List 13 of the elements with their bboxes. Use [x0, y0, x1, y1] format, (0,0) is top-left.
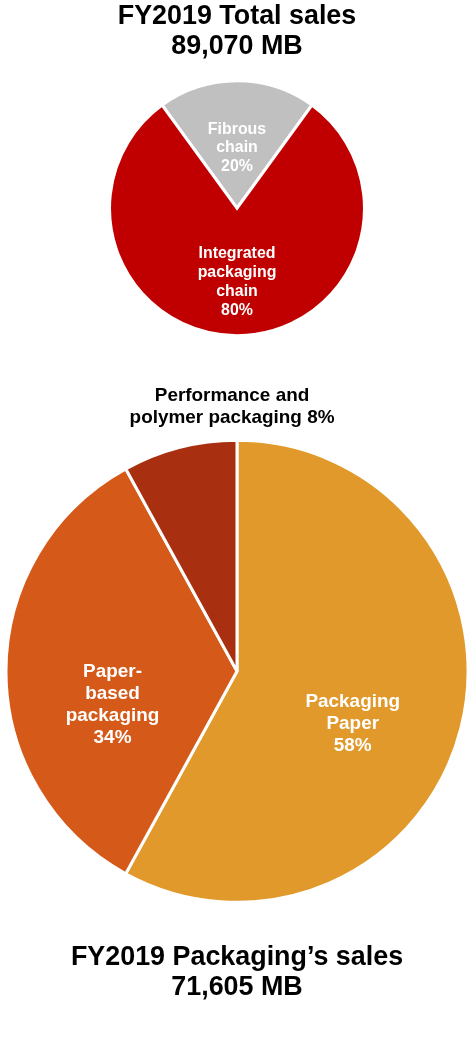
data-label: 80% [221, 300, 253, 318]
data-label: 20% [221, 157, 253, 175]
chart-title: FY2019 Total sales [117, 0, 357, 31]
slice-label: Integrated packaging chain [197, 244, 277, 299]
slice-label: Paper-based packaging [65, 660, 160, 726]
data-label: 58% [333, 733, 372, 755]
slice-label: Packaging Paper [305, 689, 401, 733]
data-label: 34% [93, 725, 132, 747]
text: 71,605 MB [171, 970, 303, 1001]
text: FY2019 Packaging’s sales [70, 941, 404, 972]
slice-label: Fibrous chain [207, 119, 267, 156]
slice-label: Performance and polymer packaging 8% [129, 384, 335, 428]
chart-subtitle: 89,070 MB [171, 29, 303, 60]
